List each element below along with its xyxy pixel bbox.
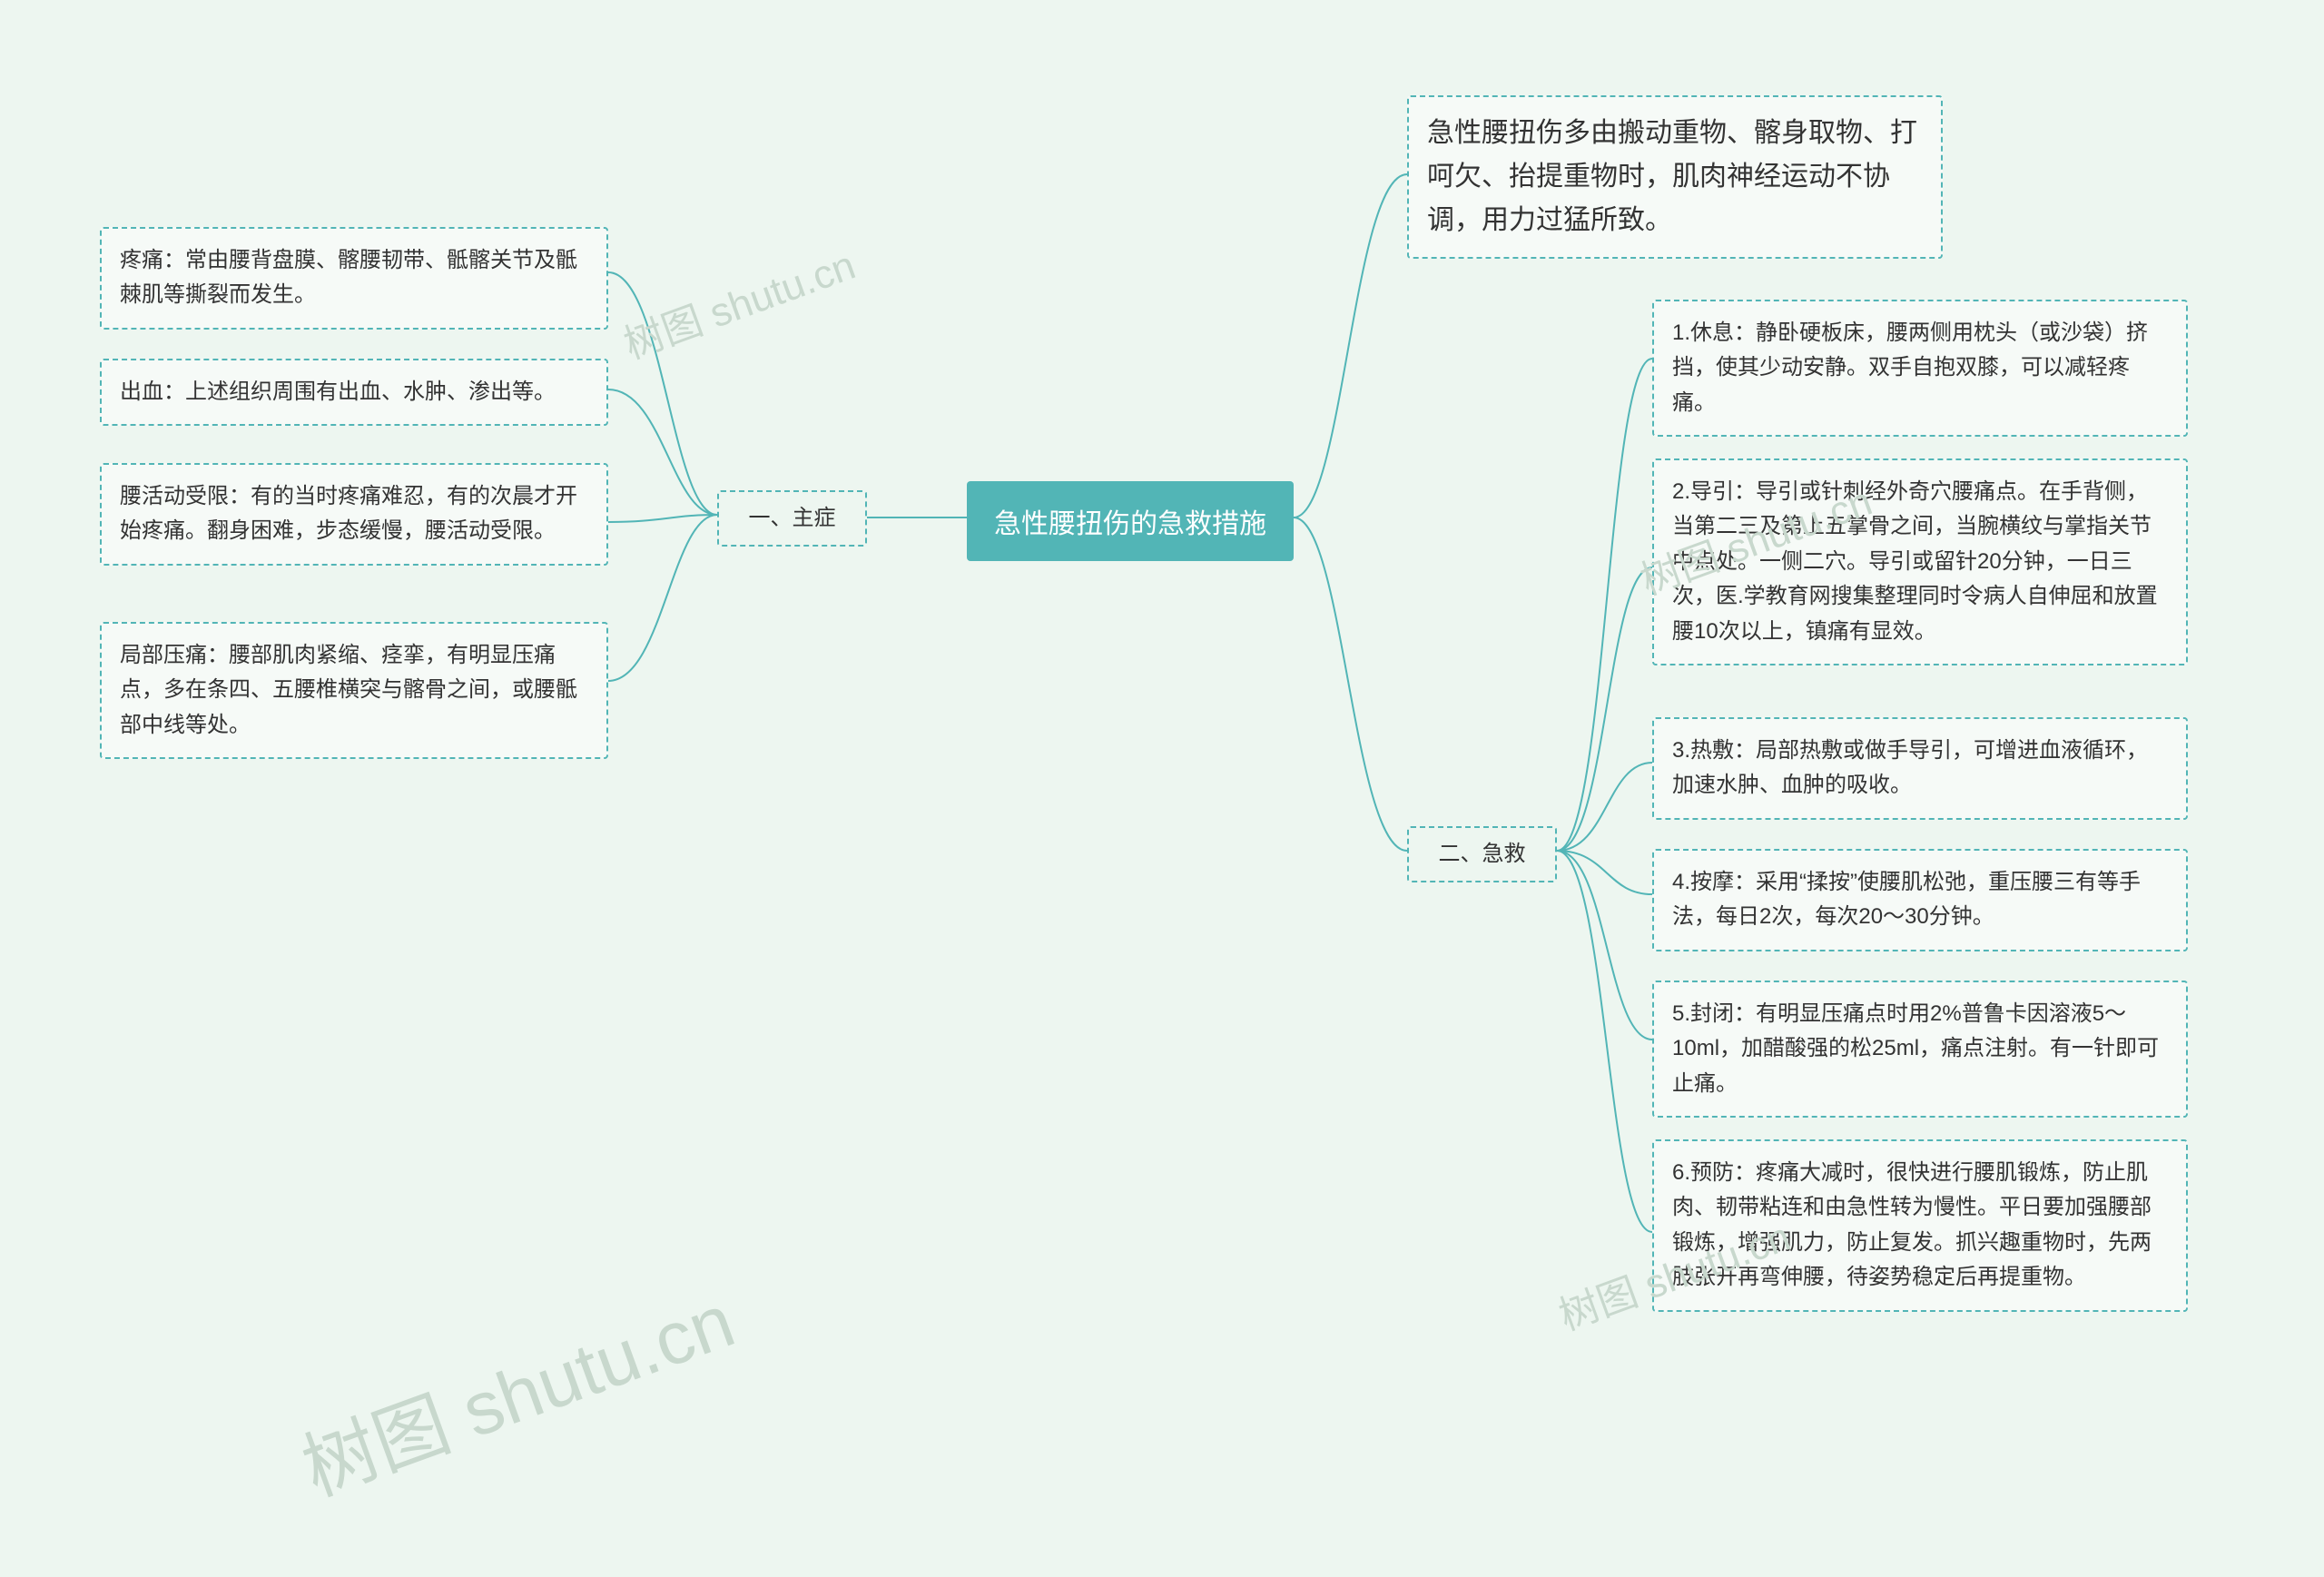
- branch-firstaid: 二、急救: [1407, 826, 1557, 882]
- leaf-text: 4.按摩：采用“揉按”使腰肌松弛，重压腰三有等手法，每日2次，每次20～30分钟…: [1672, 870, 2141, 929]
- leaf-node: 4.按摩：采用“揉按”使腰肌松弛，重压腰三有等手法，每日2次，每次20～30分钟…: [1652, 849, 2188, 951]
- leaf-node: 疼痛：常由腰背盘膜、髂腰韧带、骶髂关节及骶棘肌等撕裂而发生。: [100, 227, 608, 330]
- leaf-text: 5.封闭：有明显压痛点时用2%普鲁卡因溶液5～10ml，加醋酸强的松25ml，痛…: [1672, 1001, 2159, 1096]
- branch-label: 一、主症: [749, 506, 836, 530]
- root-label: 急性腰扭伤的急救措施: [994, 509, 1266, 539]
- leaf-text: 3.热敷：局部热敷或做手导引，可增进血液循环，加速水肿、血肿的吸收。: [1672, 738, 2148, 797]
- branch-symptoms: 一、主症: [717, 490, 867, 547]
- watermark: 树图 shutu.cn: [615, 232, 862, 370]
- leaf-text: 腰活动受限：有的当时疼痛难忍，有的次晨才开始疼痛。翻身困难，步态缓慢，腰活动受限…: [120, 484, 577, 543]
- leaf-text: 2.导引：导引或针刺经外奇穴腰痛点。在手背侧，当第二三及第上五掌骨之间，当腕横纹…: [1672, 479, 2158, 644]
- leaf-node: 出血：上述组织周围有出血、水肿、渗出等。: [100, 359, 608, 426]
- intro-text: 急性腰扭伤多由搬动重物、髂身取物、打呵欠、抬提重物时，肌肉神经运动不协调，用力过…: [1427, 118, 1917, 235]
- leaf-node: 1.休息：静卧硬板床，腰两侧用枕头（或沙袋）挤挡，使其少动安静。双手自抱双膝，可…: [1652, 300, 2188, 437]
- leaf-node: 局部压痛：腰部肌肉紧缩、痉挛，有明显压痛点，多在条四、五腰椎横突与髂骨之间，或腰…: [100, 622, 608, 759]
- leaf-node: 6.预防：疼痛大减时，很快进行腰肌锻炼，防止肌肉、韧带粘连和由急性转为慢性。平日…: [1652, 1139, 2188, 1312]
- leaf-node: 3.热敷：局部热敷或做手导引，可增进血液循环，加速水肿、血肿的吸收。: [1652, 717, 2188, 820]
- leaf-node: 2.导引：导引或针刺经外奇穴腰痛点。在手背侧，当第二三及第上五掌骨之间，当腕横纹…: [1652, 458, 2188, 665]
- branch-label: 二、急救: [1439, 842, 1526, 866]
- leaf-text: 出血：上述组织周围有出血、水肿、渗出等。: [120, 379, 556, 404]
- leaf-node: 5.封闭：有明显压痛点时用2%普鲁卡因溶液5～10ml，加醋酸强的松25ml，痛…: [1652, 981, 2188, 1118]
- leaf-text: 疼痛：常由腰背盘膜、髂腰韧带、骶髂关节及骶棘肌等撕裂而发生。: [120, 248, 577, 307]
- intro-node: 急性腰扭伤多由搬动重物、髂身取物、打呵欠、抬提重物时，肌肉神经运动不协调，用力过…: [1407, 95, 1943, 259]
- leaf-text: 局部压痛：腰部肌肉紧缩、痉挛，有明显压痛点，多在条四、五腰椎横突与髂骨之间，或腰…: [120, 643, 577, 737]
- watermark: 树图 shutu.cn: [286, 1261, 747, 1517]
- leaf-node: 腰活动受限：有的当时疼痛难忍，有的次晨才开始疼痛。翻身困难，步态缓慢，腰活动受限…: [100, 463, 608, 566]
- leaf-text: 1.休息：静卧硬板床，腰两侧用枕头（或沙袋）挤挡，使其少动安静。双手自抱双膝，可…: [1672, 320, 2148, 415]
- root-node: 急性腰扭伤的急救措施: [967, 481, 1294, 561]
- leaf-text: 6.预防：疼痛大减时，很快进行腰肌锻炼，防止肌肉、韧带粘连和由急性转为慢性。平日…: [1672, 1160, 2152, 1289]
